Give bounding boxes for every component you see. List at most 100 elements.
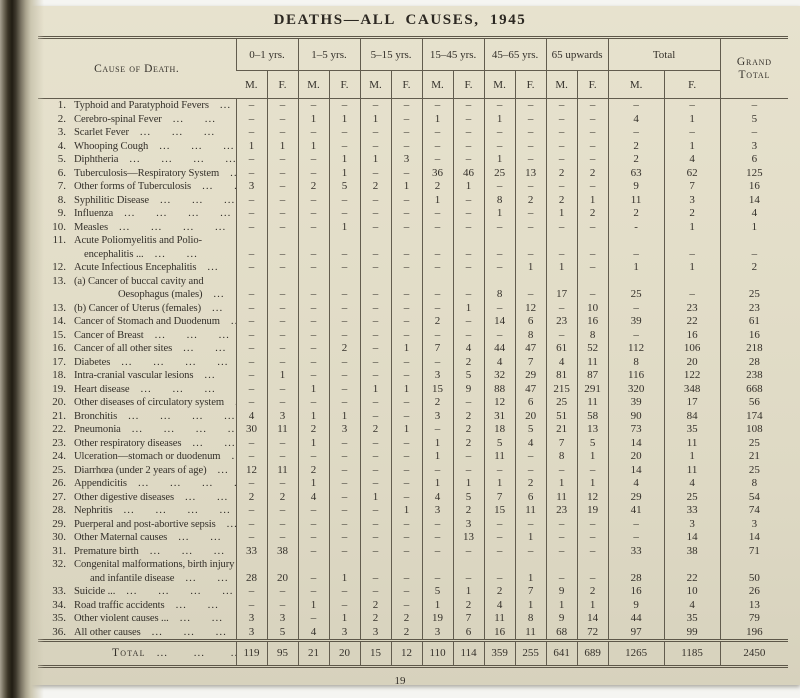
value-cell: 7 <box>483 490 516 504</box>
value-cell: 1 <box>576 598 609 612</box>
page-number: 19 <box>394 675 406 687</box>
value-cell: 23 <box>545 504 578 518</box>
value-cell: – <box>235 207 267 221</box>
value-cell: – <box>421 558 454 585</box>
total-value-cell: 95 <box>266 639 299 667</box>
row-number: 2. <box>57 112 66 125</box>
value-cell: 1 <box>452 180 485 194</box>
value-cell: – <box>359 463 392 477</box>
table-row: 29. Puerperal and post-abortive sepsis...… <box>38 517 789 531</box>
total-value-cell: 12 <box>390 639 423 667</box>
value-cell: 1 <box>328 409 361 423</box>
value-cell: – <box>421 355 454 369</box>
value-cell: – <box>545 126 578 140</box>
value-cell: – <box>421 220 454 234</box>
leader-dots: ... ... <box>185 571 229 584</box>
value-cell: 5 <box>452 369 485 383</box>
cause-cell: 4. Whooping Cough ... ... ... <box>38 140 236 154</box>
value-cell: 2 <box>328 342 361 356</box>
cause-line: 31. Premature birth ... ... ... <box>40 545 236 559</box>
value-cell: 4 <box>235 409 267 423</box>
value-cell: – <box>235 436 267 450</box>
table-row: 32. Congenital malformations, birth injur… <box>38 558 789 585</box>
cause-cell: 34. Road traffic accidents ... ... <box>38 599 236 613</box>
value-cell: 97 <box>607 625 665 641</box>
value-cell: 1 <box>514 531 547 545</box>
value-cell: – <box>359 261 392 275</box>
value-cell: - <box>607 220 665 234</box>
value-cell: – <box>266 517 299 531</box>
value-cell: 11 <box>514 625 547 641</box>
value-cell: – <box>545 220 578 234</box>
value-cell: 4 <box>483 355 516 369</box>
value-cell: 4 <box>545 355 578 369</box>
value-cell: 4 <box>421 490 454 504</box>
cause-label: (b) Cancer of Uterus (females) <box>74 302 202 314</box>
leader-dots: ... ... ... <box>159 139 235 152</box>
row-number: 20. <box>52 396 66 408</box>
value-cell: – <box>359 126 392 140</box>
total-row: Total ... ... ... 119 95 21 20 15 12 110 114 359 25… <box>38 639 789 667</box>
cause-line: 3. Scarlet Fever ... ... ... ... <box>40 126 236 140</box>
value-cell: 11 <box>663 463 721 477</box>
value-cell: – <box>235 531 267 545</box>
value-cell: – <box>421 301 454 315</box>
value-cell: 2 <box>607 153 665 167</box>
cause-label: and infantile disease <box>90 572 175 584</box>
value-cell: 2 <box>297 463 330 477</box>
table-row: 20. Other diseases of circulatory system.… <box>38 396 789 410</box>
cause-label: Oesophagus (males) <box>118 289 203 300</box>
total-value-cell: 359 <box>483 639 516 667</box>
value-cell: – <box>607 98 665 113</box>
value-cell: 11 <box>514 504 547 518</box>
value-cell: – <box>359 98 392 113</box>
value-cell: – <box>266 261 299 275</box>
value-cell: 11 <box>266 463 299 477</box>
value-cell: 39 <box>607 315 665 329</box>
value-cell: – <box>483 126 516 140</box>
cause-cell: 6. Tuberculosis—Respiratory System... <box>38 167 236 181</box>
value-cell: – <box>514 207 547 221</box>
value-cell: – <box>235 112 267 126</box>
value-cell: – <box>390 517 423 531</box>
value-cell: 3 <box>421 369 454 383</box>
value-cell: – <box>545 544 578 558</box>
value-cell: – <box>359 450 392 464</box>
cause-label: Whooping Cough <box>74 140 149 152</box>
value-cell: – <box>514 126 547 140</box>
value-cell: – <box>452 207 485 221</box>
value-cell: – <box>328 139 361 153</box>
value-cell: 174 <box>719 409 789 423</box>
value-cell: 11 <box>483 450 516 464</box>
value-cell: – <box>421 261 454 275</box>
total-value-cell: 641 <box>545 639 578 667</box>
value-cell: 12 <box>576 490 609 504</box>
value-cell: 5 <box>576 436 609 450</box>
value-cell: – <box>390 531 423 545</box>
value-cell: – <box>235 585 267 599</box>
value-cell: 41 <box>607 504 665 518</box>
row-number: 32. <box>52 558 66 570</box>
value-cell: 15 <box>421 382 454 396</box>
value-cell: – <box>328 193 361 207</box>
value-cell: – <box>576 180 609 194</box>
value-cell: – <box>390 558 423 585</box>
value-cell: – <box>266 436 299 450</box>
value-cell: 1 <box>663 261 721 275</box>
value-cell: 3 <box>390 153 423 167</box>
value-cell: – <box>328 234 361 261</box>
value-cell: 8 <box>483 274 516 302</box>
row-number: 5. <box>57 153 66 165</box>
value-cell: – <box>235 450 267 464</box>
value-cell: 2 <box>452 355 485 369</box>
table-row: 36. All other causes... ... ... 3 5 4 3 3 2 3 6 16… <box>38 625 789 641</box>
value-cell: 47 <box>514 342 547 356</box>
value-cell: 2 <box>514 477 547 491</box>
table-row: 6.Tuberculosis—Respiratory System...–––1… <box>38 166 789 181</box>
cause-label: Other Maternal causes <box>74 532 168 543</box>
leader-dots: ... ... ... ... <box>121 355 229 368</box>
value-cell: – <box>576 112 609 126</box>
value-cell: – <box>297 369 330 383</box>
value-cell: – <box>545 98 578 113</box>
value-cell: – <box>328 463 361 477</box>
